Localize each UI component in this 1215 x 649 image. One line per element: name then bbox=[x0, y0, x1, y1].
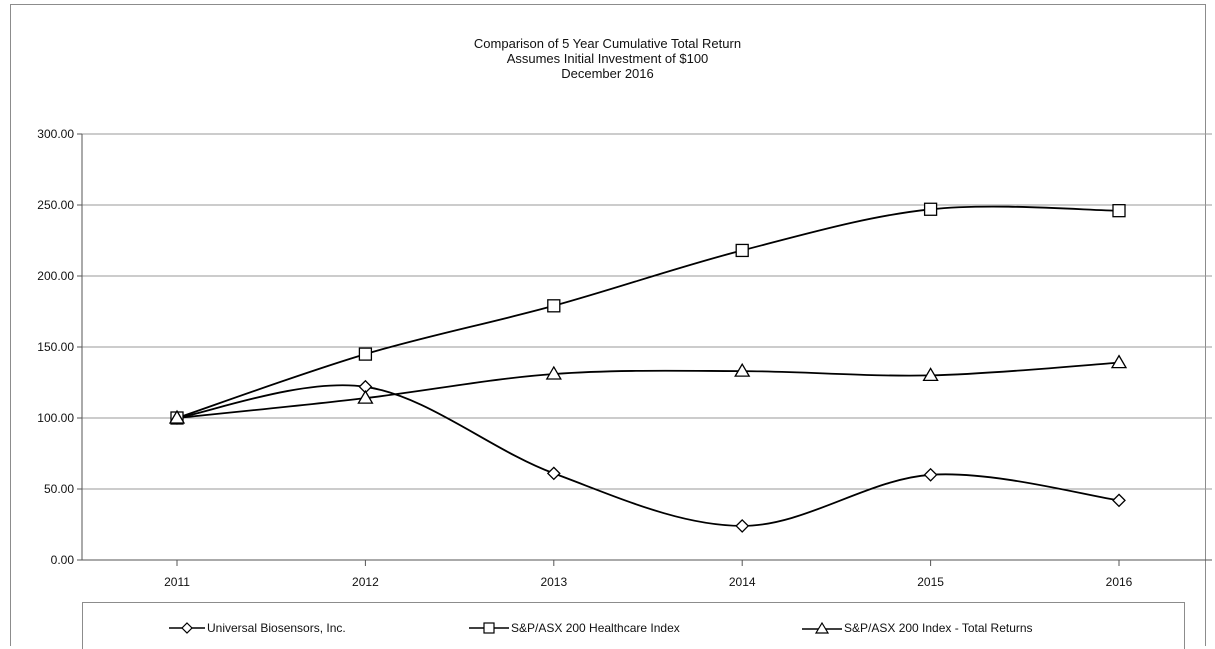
x-tick-label-2: 2013 bbox=[540, 575, 567, 589]
point-diamond-2016 bbox=[1112, 493, 1126, 508]
chart-legend: Universal Biosensors, Inc. S&P/ASX 200 H… bbox=[82, 602, 1185, 649]
y-tick-label-4: 200.00 bbox=[37, 269, 74, 283]
y-tick-label-5: 250.00 bbox=[37, 198, 74, 212]
x-tick-label-0: 2011 bbox=[164, 575, 190, 589]
legend-label-healthcare-index: S&P/ASX 200 Healthcare Index bbox=[511, 621, 680, 635]
x-tick-label-5: 2016 bbox=[1106, 575, 1133, 589]
y-tick-label-1: 50.00 bbox=[44, 482, 74, 496]
legend-label-universal-biosensors: Universal Biosensors, Inc. bbox=[207, 621, 346, 635]
y-tick-label-3: 150.00 bbox=[37, 340, 74, 354]
legend-swatch-triangle bbox=[802, 621, 842, 634]
chart-frame bbox=[10, 4, 1206, 646]
legend-item-universal-biosensors: Universal Biosensors, Inc. bbox=[169, 621, 346, 635]
series-line-diamond bbox=[176, 384, 1120, 527]
point-square-2014 bbox=[735, 243, 749, 258]
point-square-2012 bbox=[358, 347, 373, 361]
series-line-square bbox=[176, 205, 1120, 419]
point-triangle-2016 bbox=[1110, 354, 1128, 369]
legend-swatch-square bbox=[469, 622, 509, 634]
point-triangle-2012 bbox=[357, 389, 374, 404]
legend-item-asx200-index: S&P/ASX 200 Index - Total Returns bbox=[802, 621, 1033, 635]
point-square-2015 bbox=[923, 202, 938, 216]
legend-item-healthcare-index: S&P/ASX 200 Healthcare Index bbox=[469, 621, 680, 635]
chart-subtitle: Assumes Initial Investment of $100 bbox=[506, 51, 709, 66]
x-tick-label-4: 2015 bbox=[917, 575, 944, 589]
point-diamond-2014 bbox=[735, 519, 750, 533]
y-tick-label-6: 300.00 bbox=[37, 127, 74, 141]
point-triangle-2011 bbox=[168, 409, 186, 424]
y-tick-label-2: 100.00 bbox=[37, 411, 74, 425]
x-tick-label-3: 2014 bbox=[729, 575, 756, 589]
point-diamond-2015 bbox=[923, 467, 938, 482]
x-tick-label-1: 2012 bbox=[352, 575, 379, 589]
legend-swatch-diamond bbox=[169, 622, 205, 634]
legend-label-asx200-index: S&P/ASX 200 Index - Total Returns bbox=[844, 621, 1033, 635]
chart-titles: Comparison of 5 Year Cumulative Total Re… bbox=[0, 36, 1215, 81]
point-triangle-2013 bbox=[545, 365, 562, 380]
chart-title: Comparison of 5 Year Cumulative Total Re… bbox=[473, 36, 742, 51]
y-tick-label-0: 0.00 bbox=[51, 553, 75, 567]
chart-subtitle-date: December 2016 bbox=[561, 66, 654, 81]
point-diamond-2013 bbox=[546, 466, 561, 481]
point-square-2013 bbox=[547, 299, 561, 313]
point-square-2016 bbox=[1112, 204, 1126, 218]
series-line-triangle bbox=[176, 361, 1120, 419]
point-triangle-2014 bbox=[734, 362, 751, 377]
point-triangle-2015 bbox=[922, 367, 939, 382]
